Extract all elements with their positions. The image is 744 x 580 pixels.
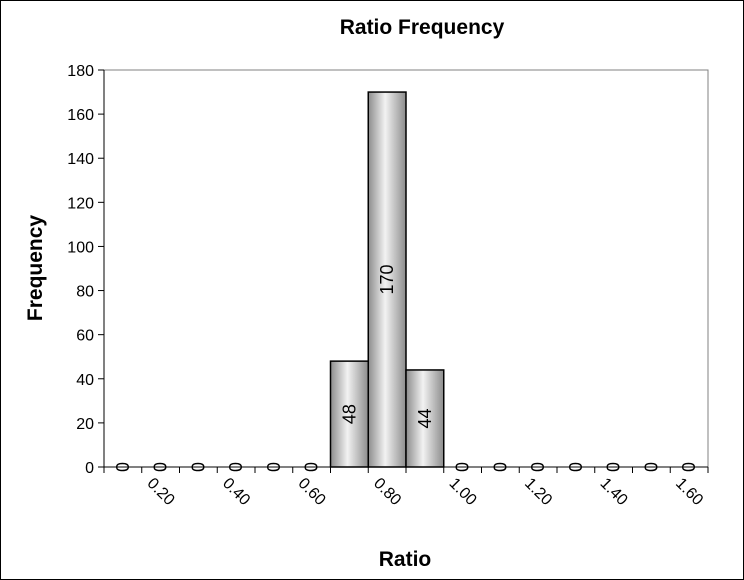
y-tick-label: 160	[67, 107, 94, 124]
bar	[367, 91, 407, 468]
y-tick-label: 120	[67, 195, 94, 212]
x-tick-label: 1.20	[521, 475, 555, 509]
bar-data-label: 48	[339, 404, 359, 424]
y-tick-label: 0	[85, 460, 94, 477]
y-tick-label: 40	[76, 372, 94, 389]
x-tick-label: 1.40	[597, 475, 631, 509]
y-tick-label: 100	[67, 239, 94, 256]
x-tick-label: 0.40	[219, 475, 253, 509]
y-axis: 0 20 40 60 80 100 120 140 160 180	[67, 63, 105, 477]
x-tick-label: 1.60	[672, 475, 706, 509]
x-tick-label: 0.60	[295, 475, 329, 509]
bar-data-label: 44	[415, 408, 435, 428]
bar	[405, 369, 445, 468]
x-axis: 0.20 0.40 0.60 0.80 1.00 1.20 1.40 1.60	[103, 466, 709, 509]
y-tick-label: 80	[76, 284, 94, 301]
bar-data-label: 170	[377, 265, 397, 295]
y-axis-label: Frequency	[24, 215, 47, 322]
x-tick-label: 1.00	[446, 475, 480, 509]
y-tick-label: 140	[67, 151, 94, 168]
y-tick-label: 180	[67, 63, 94, 80]
x-axis-label: Ratio	[379, 548, 432, 571]
x-tick-label: 0.20	[144, 475, 178, 509]
y-tick-label: 60	[76, 328, 94, 345]
x-tick-label: 0.80	[370, 475, 404, 509]
chart-title: Ratio Frequency	[340, 16, 505, 39]
y-tick-label: 20	[76, 416, 94, 433]
